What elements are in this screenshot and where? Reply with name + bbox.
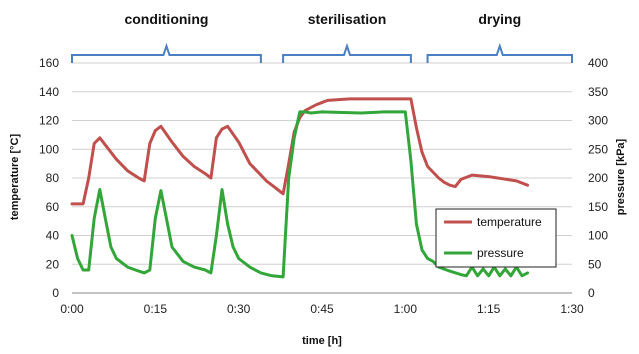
x-tick-label: 1:15 bbox=[477, 302, 501, 316]
y-tick-label: 60 bbox=[46, 200, 60, 214]
y-tick-label: 140 bbox=[39, 85, 59, 99]
x-axis-title: time [h] bbox=[302, 335, 342, 347]
phase-brackets: conditioning sterilisation drying bbox=[71, 11, 573, 63]
phase-bracket bbox=[282, 42, 412, 63]
phase-label: sterilisation bbox=[308, 11, 387, 27]
y2-tick-label: 150 bbox=[588, 200, 608, 214]
y2-axis-title: pressure [kPa] bbox=[615, 138, 627, 215]
y2-tick-label: 200 bbox=[588, 171, 608, 185]
y2-tick-label: 100 bbox=[588, 229, 608, 243]
phase-bracket bbox=[426, 42, 573, 63]
x-tick-label: 1:30 bbox=[560, 302, 584, 316]
legend-box bbox=[435, 208, 557, 268]
x-tick-label: 0:45 bbox=[310, 302, 334, 316]
series-lines bbox=[70, 97, 530, 279]
series-line-temperature bbox=[70, 97, 530, 206]
y-tick-label: 0 bbox=[52, 286, 59, 300]
y-tick-label: 80 bbox=[46, 171, 60, 185]
legend-label-temperature: temperature bbox=[477, 215, 542, 229]
series-line-pressure bbox=[70, 110, 530, 279]
y-tick-label: 120 bbox=[39, 114, 59, 128]
phase-label: drying bbox=[478, 11, 521, 27]
y2-tick-label: 50 bbox=[588, 257, 602, 271]
y2-tick-label: 400 bbox=[588, 56, 608, 70]
gridlines bbox=[72, 62, 572, 265]
phase-bracket bbox=[71, 42, 262, 63]
y-tick-label: 100 bbox=[39, 142, 59, 156]
x-tick-label: 0:30 bbox=[227, 302, 251, 316]
x-tick-label: 1:00 bbox=[394, 302, 418, 316]
legend: temperature pressure bbox=[435, 208, 557, 268]
y-axis-ticks: 0 20 40 60 80 100 120 140 160 bbox=[39, 56, 59, 300]
phase-label: conditioning bbox=[124, 11, 208, 27]
y-tick-label: 40 bbox=[46, 229, 60, 243]
y2-tick-label: 300 bbox=[588, 114, 608, 128]
y2-tick-label: 250 bbox=[588, 142, 608, 156]
legend-label-pressure: pressure bbox=[477, 246, 524, 260]
x-tick-label: 0:00 bbox=[60, 302, 84, 316]
y-tick-label: 20 bbox=[46, 257, 60, 271]
y2-axis-ticks: 0 50 100 150 200 250 300 350 400 bbox=[588, 56, 608, 300]
x-axis-ticks: 0:00 0:15 0:30 0:45 1:00 1:15 1:30 bbox=[60, 302, 584, 316]
y-axis-title: temperature [°C] bbox=[9, 134, 21, 221]
y2-tick-label: 0 bbox=[588, 286, 595, 300]
x-tick-label: 0:15 bbox=[144, 302, 168, 316]
y2-tick-label: 350 bbox=[588, 85, 608, 99]
y-tick-label: 160 bbox=[39, 56, 59, 70]
